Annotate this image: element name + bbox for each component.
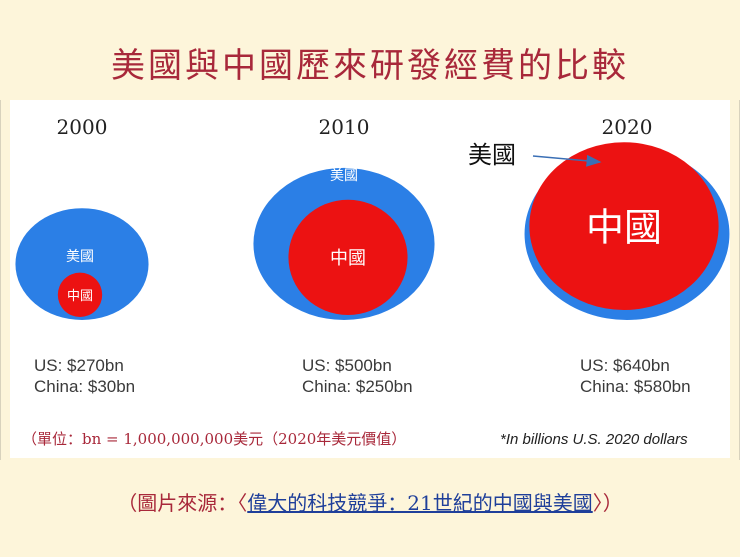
us-value-2020: US: $640bn <box>580 356 670 375</box>
bubble-china-2010 <box>288 199 408 315</box>
china-bubble-label-2010: 中國 <box>330 248 366 269</box>
us-bubble-label-2000: 美國 <box>66 249 94 265</box>
footer-banner: （圖片來源：〈偉大的科技競爭：21世紀的中國與美國〉） <box>0 460 740 557</box>
image-source: （圖片來源：〈偉大的科技競爭：21世紀的中國與美國〉） <box>0 487 740 516</box>
source-suffix: 〉） <box>592 491 623 515</box>
slide-title: 美國與中國歷來研發經費的比較 <box>111 46 629 86</box>
unit-note-en: *In billions U.S. 2020 dollars <box>500 431 688 448</box>
china-value-2010: China: $250bn <box>302 377 413 396</box>
china-bubble-label-2020: 中國 <box>586 206 662 250</box>
year-label-2000: 2000 <box>57 115 108 139</box>
us-bubble-label-2010: 美國 <box>330 168 358 184</box>
year-label-2010: 2010 <box>319 115 370 139</box>
bubble-china-2020 <box>529 142 719 310</box>
china-bubble-label-2000: 中國 <box>67 289 93 304</box>
us-value-2010: US: $500bn <box>302 356 392 375</box>
bubble-us-2000 <box>15 208 149 320</box>
year-label-2020: 2020 <box>602 115 653 139</box>
title-banner: 美國與中國歷來研發經費的比較 <box>0 0 740 100</box>
annotation-arrow <box>532 154 602 167</box>
us-annotation: 美國 <box>468 141 516 169</box>
source-prefix: （圖片來源：〈 <box>117 491 248 515</box>
source-link[interactable]: 偉大的科技競爭：21世紀的中國與美國 <box>247 491 593 515</box>
bubble-china-2000 <box>57 272 103 317</box>
china-value-2000: China: $30bn <box>34 377 135 396</box>
us-value-2000: US: $270bn <box>34 356 124 375</box>
unit-note: （單位：bn = 1,000,000,000美元（2020年美元價值） <box>22 430 406 448</box>
china-value-2020: China: $580bn <box>580 377 691 396</box>
